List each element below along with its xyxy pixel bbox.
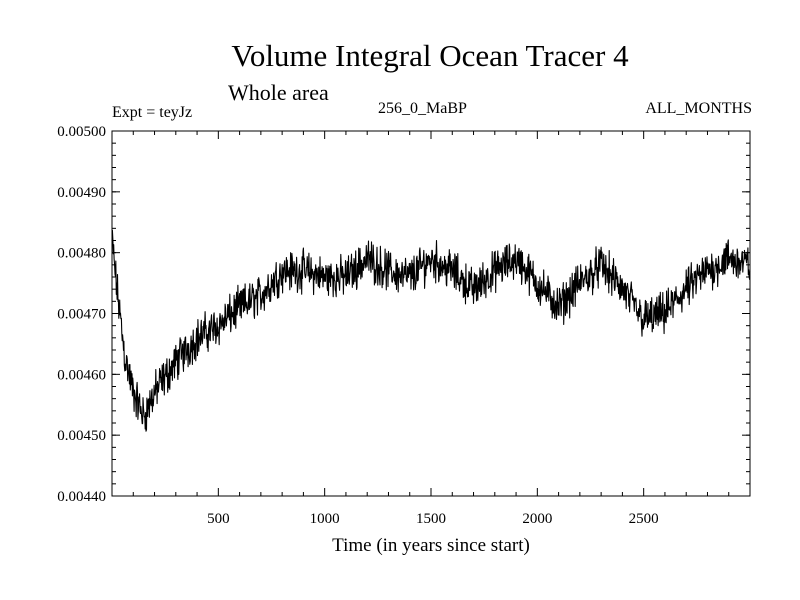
series-line xyxy=(111,229,751,432)
series-layer xyxy=(111,229,751,432)
period-label: ALL_MONTHS xyxy=(645,100,752,117)
x-tick-label: 2000 xyxy=(522,511,552,527)
y-tick-label: 0.00460 xyxy=(57,367,106,383)
run-label: 256_0_MaBP xyxy=(378,100,467,117)
y-tick-label: 0.00500 xyxy=(57,124,106,140)
x-tick-label: 500 xyxy=(207,511,230,527)
x-tick-label: 1500 xyxy=(416,511,446,527)
axis-labels: 0.00440 0.00450 0.00460 0.00470 0.00480 0.004… xyxy=(57,124,658,527)
x-tick-label: 2500 xyxy=(629,511,659,527)
y-tick-label: 0.00480 xyxy=(57,246,106,262)
x-tick-label: 1000 xyxy=(310,511,340,527)
chart-subtitle: Whole area xyxy=(228,80,329,105)
y-tick-label: 0.00470 xyxy=(57,307,106,323)
experiment-label: Expt = teyJz xyxy=(112,104,193,121)
x-axis-label: Time (in years since start) xyxy=(332,535,530,556)
y-tick-label: 0.00490 xyxy=(57,185,106,201)
chart-title: Volume Integral Ocean Tracer 4 xyxy=(231,38,629,73)
y-tick-label: 0.00450 xyxy=(57,428,106,444)
y-tick-label: 0.00440 xyxy=(57,489,106,505)
axis-ticks xyxy=(112,130,750,497)
